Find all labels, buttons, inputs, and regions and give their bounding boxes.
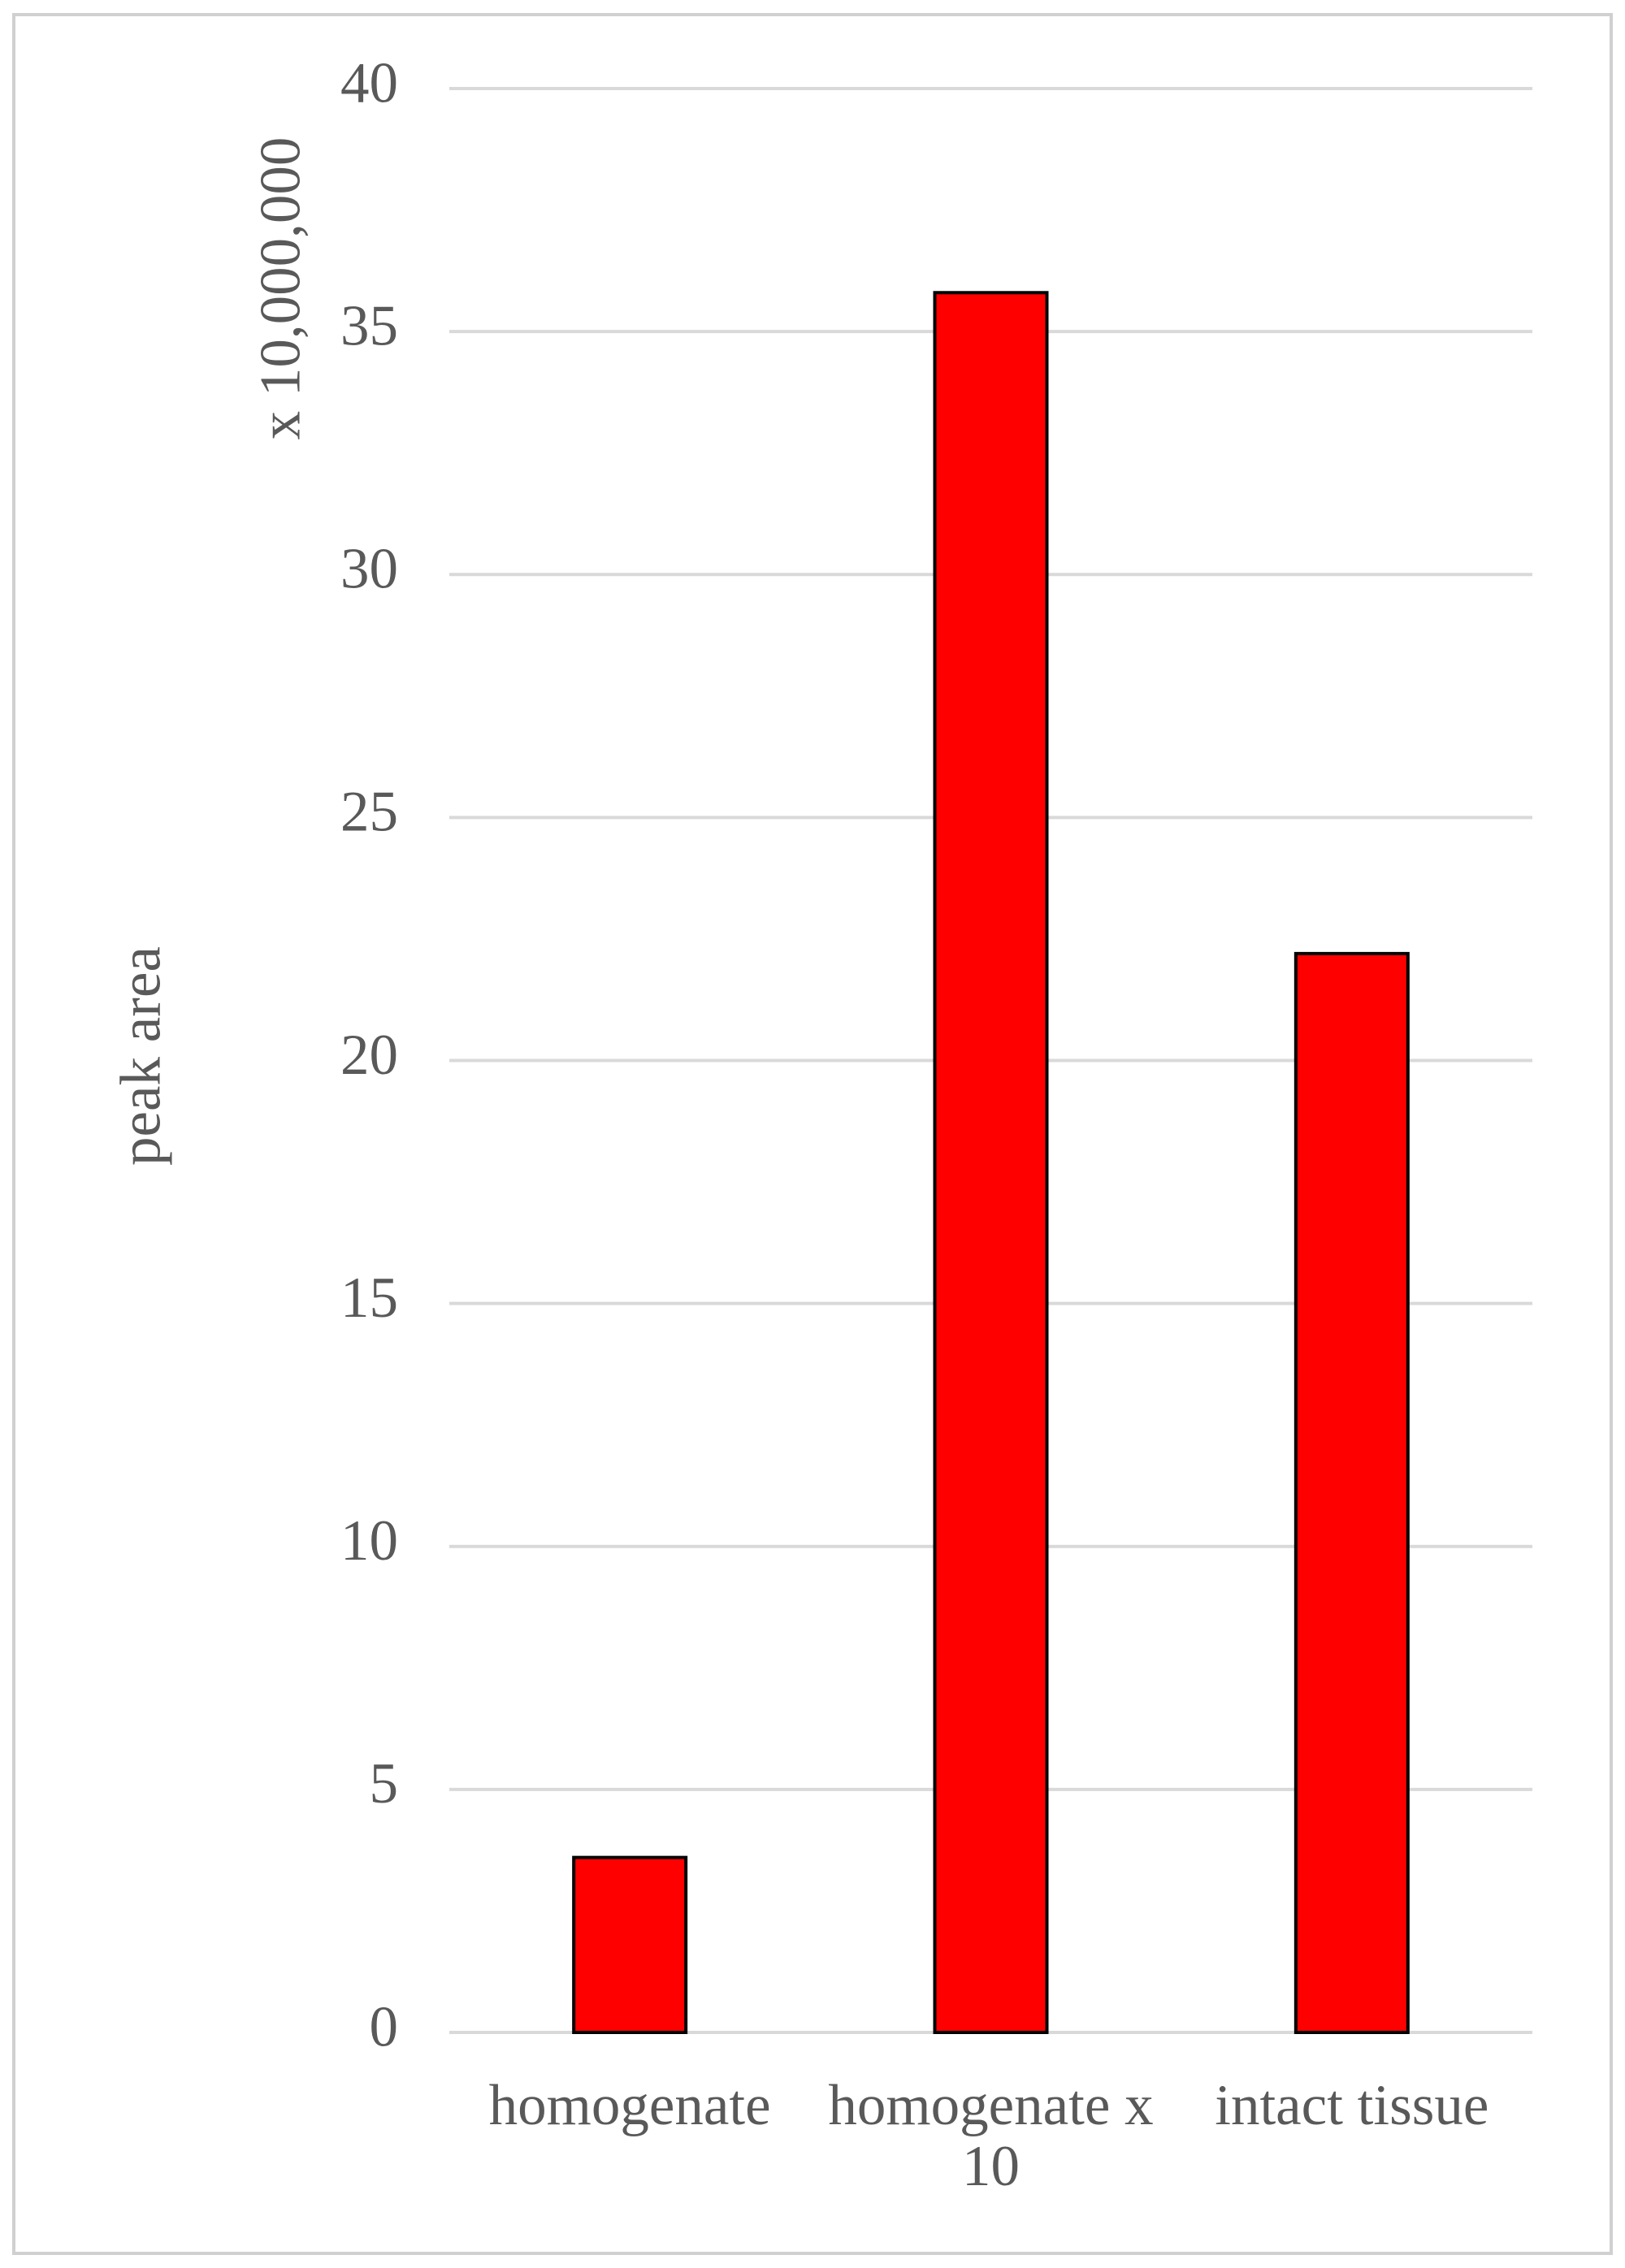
x-tick-label: intact tissue <box>1215 2074 1489 2137</box>
y-tick-label: 15 <box>340 1266 398 1330</box>
y-tick-label: 0 <box>370 1995 399 2058</box>
bar <box>933 291 1049 2035</box>
y-tick-label: 30 <box>340 538 398 601</box>
bar <box>1294 951 1410 2034</box>
y-tick-label: 35 <box>340 294 398 357</box>
y-axis-label: peak area <box>109 946 172 1166</box>
y-tick-label: 10 <box>340 1509 398 1573</box>
y-tick-label: 25 <box>340 781 398 844</box>
x-tick-label: homogenate <box>488 2074 771 2137</box>
bar <box>572 1855 688 2034</box>
y-tick-label: 20 <box>340 1024 398 1087</box>
y-tick-label: 5 <box>370 1752 399 1816</box>
x-tick-label: homogenate x 10 <box>828 2074 1154 2198</box>
y-unit-label: x 10,000,000 <box>249 137 312 440</box>
y-tick-label: 40 <box>340 51 398 115</box>
